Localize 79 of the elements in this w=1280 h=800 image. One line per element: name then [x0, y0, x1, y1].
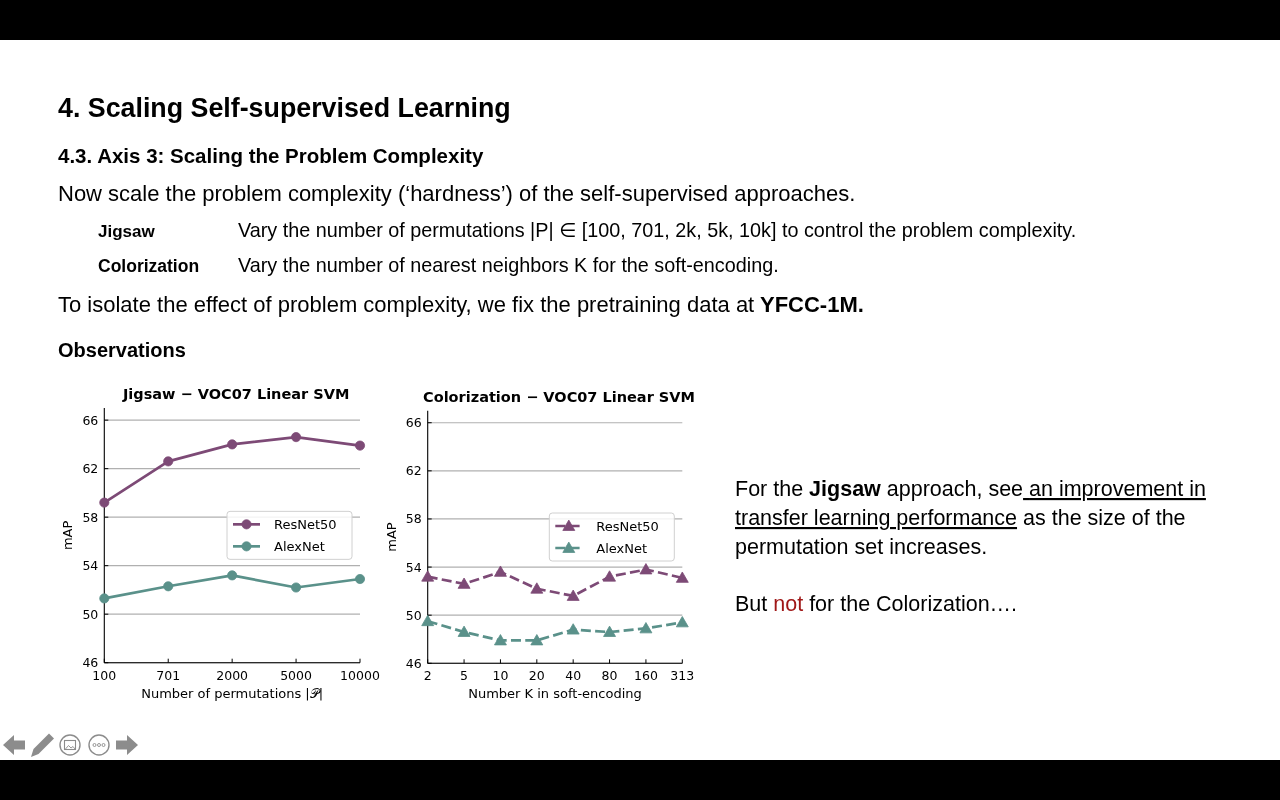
text: for the Colorization…. [809, 592, 1018, 616]
y-axis-title: mAP [383, 522, 399, 552]
point [99, 497, 110, 508]
y-tick-label: 58 [405, 511, 422, 527]
x-tick-label: 313 [670, 668, 695, 684]
point [639, 622, 653, 634]
y-tick-label: 46 [405, 655, 422, 671]
text: Vary the number of nearest neighbors K for the soft-encoding. [238, 254, 779, 276]
y-tick-label: 58 [82, 509, 99, 525]
text: YFCC-1M. [759, 292, 864, 317]
text: Jigsaw [809, 477, 882, 501]
x-tick-label: 701 [156, 667, 181, 683]
text: To isolate the effect of problem complexity, we fix the pretraining data at [58, 292, 755, 317]
x-tick-label: 2 [423, 668, 432, 684]
text: as the size of the [1023, 506, 1186, 530]
point [639, 563, 653, 575]
point [530, 582, 544, 594]
x-tick-label: 80 [601, 668, 618, 684]
point [355, 574, 365, 585]
point [421, 570, 435, 582]
text: an improvement in [1029, 477, 1206, 501]
text: transfer learning performance [735, 506, 1018, 530]
text: But [735, 592, 768, 616]
y-tick-label: 54 [405, 559, 422, 575]
text: For the [735, 477, 804, 501]
point [355, 440, 365, 451]
y-tick-label: 50 [82, 606, 99, 622]
legend-label: AlexNet [596, 540, 648, 556]
y-axis-title: mAP [59, 520, 75, 551]
text: 4. Scaling Self-supervised Learning [58, 93, 511, 123]
x-tick-label: 160 [634, 668, 658, 684]
text: not [773, 592, 804, 616]
point [494, 634, 507, 646]
x-tick-label: 5000 [280, 667, 313, 683]
x-tick-label: 10 [492, 668, 509, 684]
point [163, 581, 174, 592]
point [603, 625, 616, 637]
text: 4.3. Axis 3: Scaling the Problem Complexity [58, 144, 484, 167]
point [675, 616, 689, 628]
x-tick-label: 20 [528, 668, 545, 684]
point [421, 614, 435, 627]
x-axis-title: Number K in soft-encoding [468, 686, 642, 702]
y-tick-label: 62 [405, 463, 422, 479]
point [566, 623, 580, 635]
text: Observations [58, 339, 186, 361]
point [494, 565, 507, 577]
legend-label: ResNet50 [596, 518, 659, 534]
text: permutation set increases. [735, 535, 988, 559]
text: Colorization [98, 256, 200, 276]
chart-title: Colorization − VOC07 Linear SVM [423, 388, 695, 405]
y-tick-label: 54 [82, 558, 99, 574]
point [291, 582, 302, 593]
point [291, 432, 302, 443]
x-tick-label: 40 [565, 668, 582, 684]
point [227, 570, 238, 581]
y-tick-label: 66 [82, 412, 99, 428]
point [163, 456, 174, 467]
point [99, 593, 110, 604]
chart-title: Jigsaw − VOC07 Linear SVM [121, 386, 350, 402]
y-tick-label: 50 [405, 607, 422, 623]
point [457, 625, 471, 637]
x-tick-label: 5 [460, 668, 469, 684]
point [227, 439, 238, 450]
y-tick-label: 62 [82, 461, 99, 477]
text: approach, see [886, 477, 1024, 501]
text: Jigsaw [98, 222, 156, 241]
point [675, 571, 689, 583]
x-axis-title: Number of permutations |𝒫| [141, 685, 324, 701]
legend-label: ResNet50 [274, 516, 337, 532]
text: Vary the number of permutations |P| ∈ [100, 701, 2k, 5k, 10k] to control the problem complexity. [238, 219, 1077, 241]
text: Now scale the problem complexity (‘hardness’) of the self-supervised approaches. [58, 181, 856, 206]
point [566, 589, 580, 601]
x-tick-label: 2000 [216, 667, 249, 683]
y-tick-label: 66 [405, 415, 422, 431]
point [457, 577, 471, 589]
legend-label: AlexNet [274, 538, 325, 554]
x-tick-label: 10000 [340, 667, 380, 683]
point [530, 634, 544, 646]
point [603, 570, 616, 582]
